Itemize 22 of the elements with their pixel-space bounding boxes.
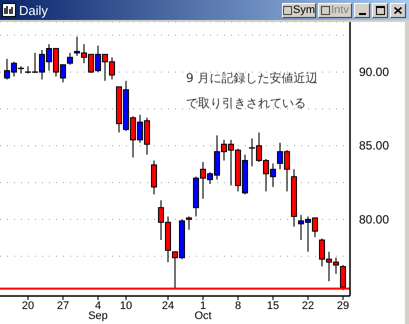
candlestick <box>186 216 192 230</box>
y-tick-label: 85.00 <box>359 138 390 153</box>
toggle-button: Intv <box>318 2 352 18</box>
x-tick-label: 22 <box>302 300 314 312</box>
x-tick-label: 29 <box>336 300 350 312</box>
x-tick-label: 8 <box>234 300 242 312</box>
x-tick-label: 27 <box>56 300 70 312</box>
candlestick <box>151 160 157 195</box>
y-tick-label: 80.00 <box>359 212 390 226</box>
x-tick-label: 4 <box>94 300 102 312</box>
x-tick-label: 24 <box>162 300 174 312</box>
annotation: 9 月に記録した安値近辺で取り引きされている <box>186 70 318 112</box>
text: Oct <box>194 310 212 322</box>
candlestick <box>67 52 73 66</box>
text: Sep <box>88 310 108 322</box>
x-tick-label: 15 <box>266 300 280 312</box>
toggle-button: Sym <box>282 2 316 18</box>
x-tick-label: 10 <box>120 300 132 312</box>
chart-title: Daily <box>19 2 48 18</box>
x-tick-label: 20 <box>22 300 34 312</box>
y-tick-label: 90.00 <box>359 65 390 80</box>
x-tick-label: 1 <box>200 300 206 312</box>
